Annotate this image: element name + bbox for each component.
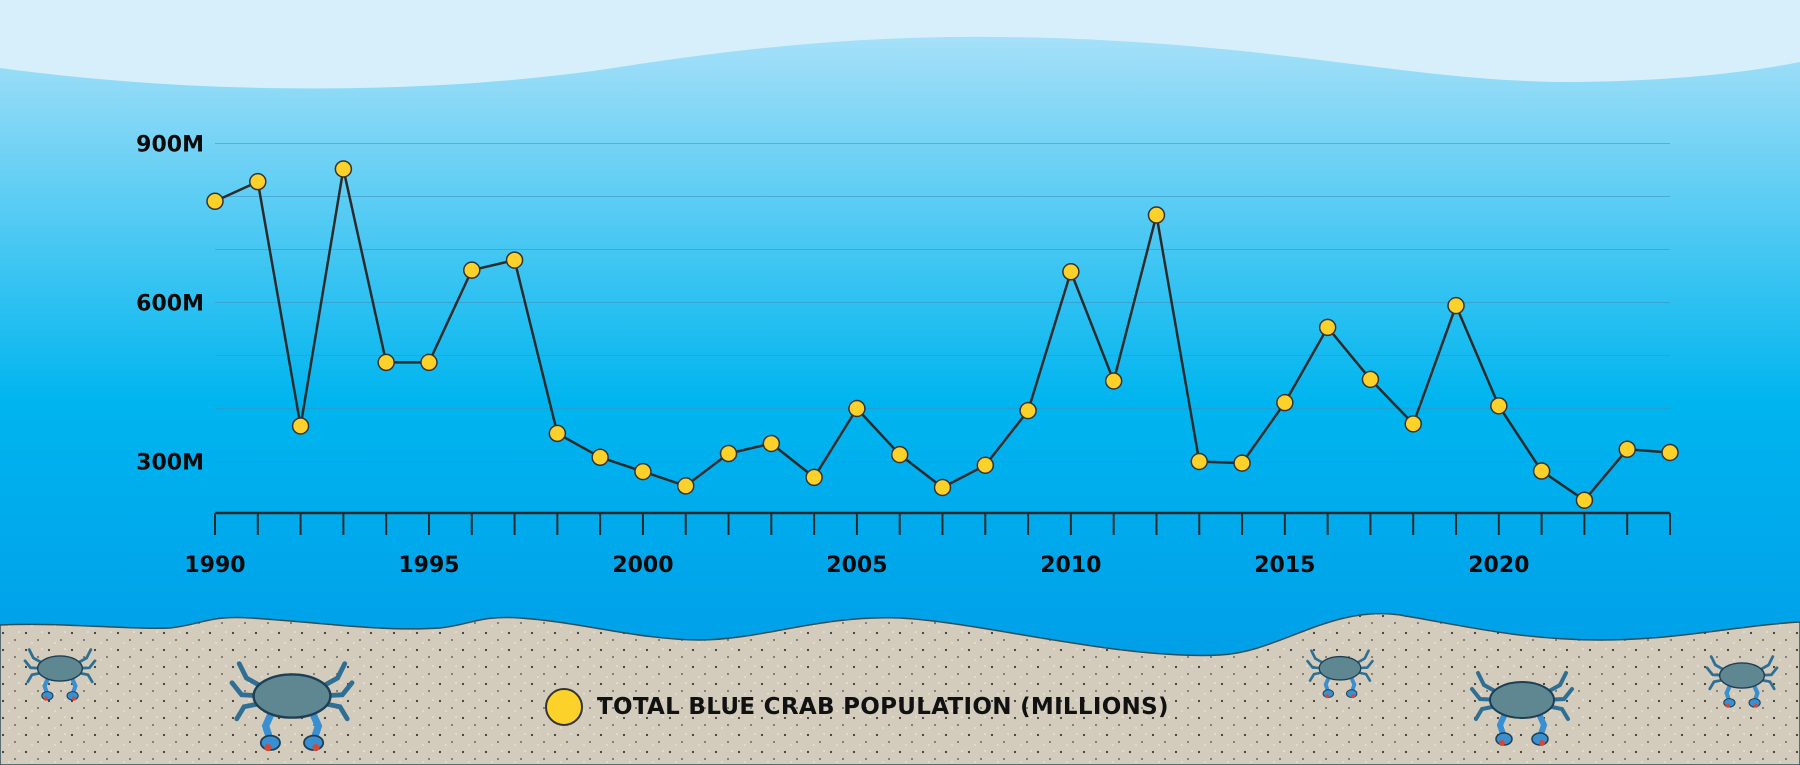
data-point [591, 448, 609, 467]
data-point [377, 353, 395, 372]
x-tick-label: 2010 [1040, 553, 1101, 578]
data-point [1575, 491, 1594, 509]
data-point [1404, 415, 1422, 433]
crab-claw-tip [71, 696, 77, 701]
data-point [420, 353, 438, 372]
legend-label: TOTAL BLUE CRAB POPULATION (MILLIONS) [597, 694, 1169, 720]
crab-claw-tip [1725, 703, 1731, 708]
data-point [291, 417, 310, 435]
y-tick-label: 900M [136, 133, 204, 158]
data-point [249, 172, 267, 191]
data-point [1147, 206, 1166, 224]
crab-icon [1306, 649, 1374, 699]
crab-claw-tip [1753, 703, 1759, 708]
data-point [1233, 454, 1251, 472]
x-axis: 1990 1995 2000 2005 2010 2015 2020 [184, 511, 1671, 578]
data-point [976, 456, 995, 474]
crab-claw-tip [264, 744, 272, 752]
x-tick-label: 2000 [612, 553, 673, 578]
data-point [762, 434, 781, 453]
y-tick-label: 600M [136, 292, 204, 317]
data-point [1019, 401, 1037, 420]
data-point [1361, 370, 1380, 389]
data-point [1618, 440, 1636, 459]
crab-claw-tip [1499, 740, 1505, 746]
y-tick-label: 300M [136, 451, 204, 476]
crab-shell [252, 673, 332, 719]
crab-shell [1318, 655, 1362, 681]
data-point [676, 477, 695, 495]
crab-claw-tip [312, 744, 320, 752]
data-point [206, 192, 224, 211]
water-background [0, 36, 1800, 765]
crab-shell [1718, 662, 1766, 689]
crab-shell [1489, 681, 1555, 719]
crab-claw-tip [1351, 694, 1355, 699]
data-point [719, 444, 738, 463]
x-tick-label: 2015 [1254, 553, 1315, 578]
x-tick-label: 1995 [398, 553, 459, 578]
legend: TOTAL BLUE CRAB POPULATION (MILLIONS) [545, 688, 1169, 726]
x-tick-label: 2020 [1468, 553, 1529, 578]
data-point [848, 399, 866, 418]
data-point [1104, 372, 1123, 390]
data-point [1532, 462, 1551, 480]
crab-icon [1470, 671, 1574, 746]
data-point [548, 424, 567, 443]
crab-decorations [23, 648, 1779, 752]
data-point [1190, 452, 1209, 471]
data-point [505, 251, 524, 269]
series-line [206, 160, 1679, 509]
crab-claw-tip [43, 696, 49, 701]
data-point [890, 445, 909, 464]
sand-floor [0, 612, 1800, 765]
data-point [1318, 318, 1337, 337]
crab-icon [229, 661, 355, 752]
data-point [634, 462, 652, 481]
data-point [1490, 397, 1508, 415]
gridlines [215, 143, 1670, 462]
crab-claw-tip [1539, 740, 1545, 746]
legend-marker-icon [545, 688, 583, 726]
crab-claw-tip [1325, 694, 1329, 699]
x-tick-label: 1990 [184, 553, 245, 578]
data-point [933, 478, 952, 497]
data-point [1276, 393, 1294, 412]
data-point [334, 160, 353, 178]
crab-shell [36, 655, 84, 682]
data-point [1447, 296, 1465, 315]
crab-icon [1705, 655, 1779, 708]
x-tick-label: 2005 [826, 553, 887, 578]
data-point [1062, 263, 1080, 281]
data-point [1661, 443, 1679, 462]
crab-icon [23, 648, 97, 701]
data-point [805, 468, 823, 487]
y-axis-labels: 900M 600M 300M [136, 133, 204, 476]
data-point [463, 261, 481, 279]
